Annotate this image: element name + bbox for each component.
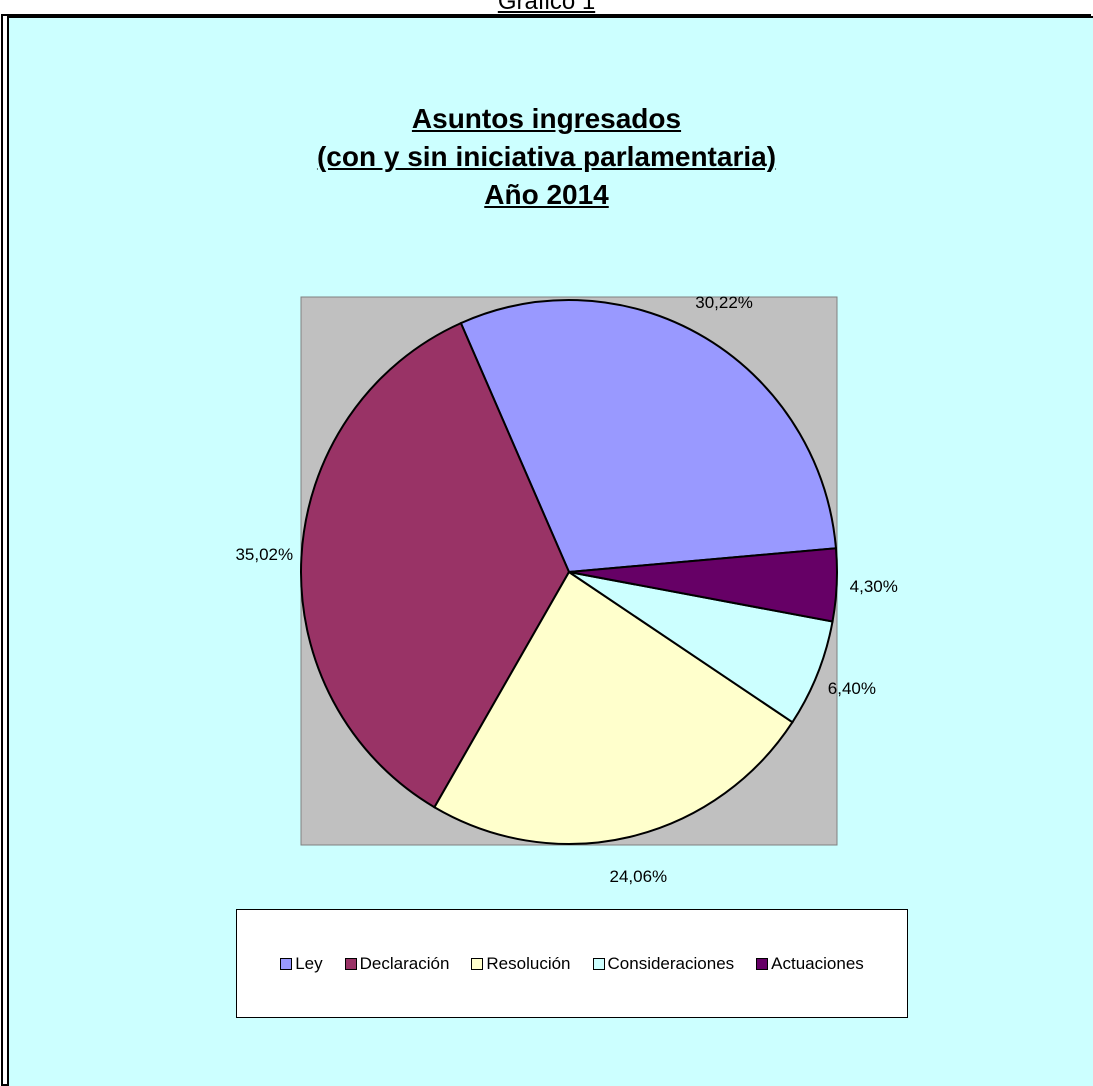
legend-item-consideraciones: Consideraciones (592, 953, 735, 974)
legend-swatch (471, 957, 484, 970)
chart-title-line-1: Asuntos ingresados (411, 103, 682, 134)
legend-item-resolución: Resolución (471, 953, 571, 974)
legend-label: Actuaciones (771, 953, 864, 973)
legend-label: Declaración (359, 953, 450, 973)
chart-caption: Gráfico 1 (497, 0, 596, 15)
data-label-resolución: 24,06% (609, 866, 668, 886)
legend-label: Resolución (486, 953, 571, 973)
pie-slice-declaración (300, 321, 571, 809)
legend-swatch (280, 957, 293, 970)
data-label-actuaciones: 4,30% (849, 576, 898, 596)
chart-title: Asuntos ingresados (con y sin iniciativa… (0, 100, 1093, 214)
pie-slice-ley (459, 299, 838, 574)
pie-slices (300, 299, 838, 845)
pie-slice-actuaciones (568, 547, 838, 623)
legend-swatch (756, 957, 769, 970)
data-label-ley: 30,22% (695, 292, 753, 312)
chart-title-line-3: Año 2014 (484, 179, 609, 210)
data-label-declaración: 35,02% (235, 544, 294, 564)
legend-swatch (344, 957, 357, 970)
legend-label: Ley (295, 953, 323, 973)
pie-slice-resolución (433, 570, 794, 845)
legend-label: Consideraciones (607, 953, 735, 973)
legend-item-declaración: Declaración (344, 953, 450, 974)
legend: Ley Declaración Resolución Consideraciones A… (236, 909, 908, 1018)
data-label-consideraciones: 6,40% (827, 679, 876, 699)
legend-item-actuaciones: Actuaciones (756, 954, 864, 974)
legend-item-ley: Ley (280, 953, 323, 974)
legend-swatch (592, 957, 605, 970)
chart-title-line-2: (con y sin iniciativa parlamentaria) (316, 141, 777, 172)
